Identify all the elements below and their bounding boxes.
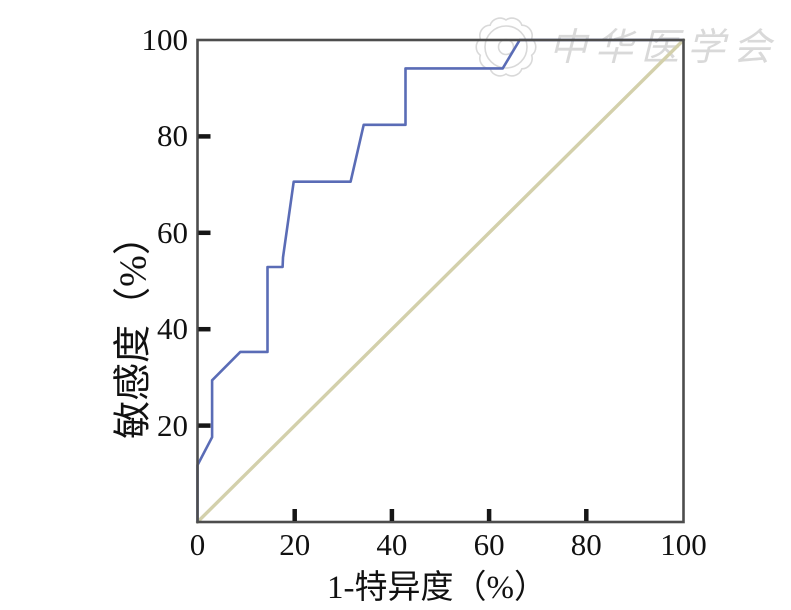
x-tick-marks [292, 509, 589, 521]
y-tick-label: 100 [141, 22, 189, 57]
plot-border [196, 38, 685, 524]
y-tick-label: 40 [157, 311, 188, 347]
x-tick-label: 60 [473, 527, 505, 562]
x-tick-label: 80 [570, 527, 602, 562]
roc-curve-line [196, 38, 685, 524]
y-tick-label: 20 [157, 407, 188, 443]
watermark: 中华医学会 [475, 17, 779, 77]
x-tick-label: 20 [279, 527, 311, 562]
x-tick-label: 40 [376, 527, 408, 562]
watermark-seal-inner-ring [484, 25, 528, 69]
x-axis-title: 1-特异度（%） [327, 570, 547, 606]
watermark-text: 中华医学会 [549, 27, 779, 69]
y-tick-marks [198, 134, 211, 428]
x-tick-label: 100 [660, 527, 707, 562]
reference-line [195, 38, 686, 524]
y-axis-title: 敏感度（%） [112, 217, 155, 439]
y-tick-label: 60 [157, 214, 188, 250]
y-tick-label: 80 [157, 118, 188, 154]
watermark-seal-icon [475, 17, 537, 77]
x-tick-label: 0 [189, 527, 206, 562]
